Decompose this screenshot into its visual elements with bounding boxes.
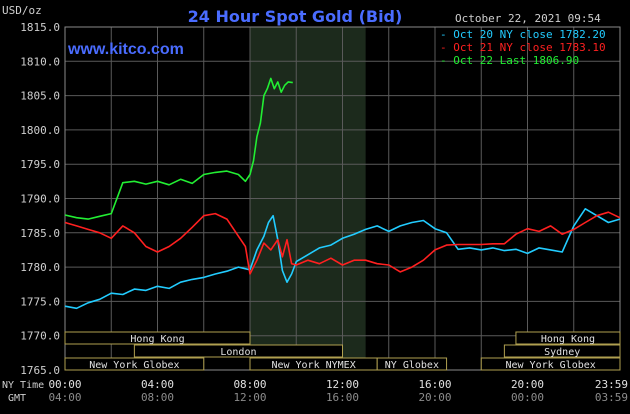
market-sessions-layer: Hong Kong London New York Globex New York N… xyxy=(64,331,621,371)
unit-label: USD/oz xyxy=(2,4,42,17)
chart-title: 24 Hour Spot Gold (Bid) xyxy=(188,7,403,26)
legend-entry: - Oct 22 Last 1806.90 xyxy=(440,54,579,67)
series-layer xyxy=(64,77,621,310)
y-tick-label: 1815.0 xyxy=(20,21,60,34)
x-tick-label-gmt: 04:00 xyxy=(48,391,81,404)
y-tick-label: 1795.0 xyxy=(20,158,60,171)
y-tick-labels: 1815.0 1810.0 1805.0 1800.0 1795.0 1790.0 1785… xyxy=(20,21,60,377)
grid-layer xyxy=(64,26,621,371)
y-tick-label: 1810.0 xyxy=(20,55,60,68)
x-tick-label-ny: 20:00 xyxy=(511,378,544,391)
market-session-label: London xyxy=(220,347,256,358)
legend: - Oct 20 NY close 1782.20- Oct 21 NY clo… xyxy=(440,28,606,67)
x-tick-label-ny: 00:00 xyxy=(48,378,81,391)
y-tick-label: 1780.0 xyxy=(20,261,60,274)
x-tick-label-ny: 08:00 xyxy=(233,378,266,391)
x-tick-label-ny: 16:00 xyxy=(418,378,451,391)
x-tick-label-gmt: 00:00 xyxy=(511,391,544,404)
timestamp: October 22, 2021 09:54 xyxy=(455,12,601,25)
y-tick-label: 1805.0 xyxy=(20,90,60,103)
market-session-label: Hong Kong xyxy=(130,334,184,345)
legend-entry: - Oct 21 NY close 1783.10 xyxy=(440,41,606,54)
market-session-box xyxy=(515,331,621,345)
market-session-box xyxy=(64,357,205,371)
x-tick-labels: 00:0004:0004:0008:0008:0012:0012:0016:00… xyxy=(48,378,628,404)
series-line-2 xyxy=(64,77,293,220)
market-session-label: Sydney xyxy=(544,347,580,358)
market-session-box xyxy=(133,344,343,358)
x-tick-label-ny: 04:00 xyxy=(141,378,174,391)
market-session-box xyxy=(64,331,251,345)
legend-entry: - Oct 20 NY close 1782.20 xyxy=(440,28,606,41)
x-tick-label-ny: 12:00 xyxy=(326,378,359,391)
x-tick-label-gmt: 16:00 xyxy=(326,391,359,404)
market-session-label: New York Globex xyxy=(505,360,595,371)
x-tick-label-ny: 23:59 xyxy=(595,378,628,391)
market-session-box xyxy=(480,357,621,371)
x-tick-label-gmt: 12:00 xyxy=(233,391,266,404)
market-session-label: New York NYMEX xyxy=(271,360,355,371)
market-session-label: Hong Kong xyxy=(541,334,595,345)
series-line-0 xyxy=(64,208,621,310)
site-label: www.kitco.com xyxy=(67,41,184,58)
y-tick-label: 1775.0 xyxy=(20,295,60,308)
market-session-box xyxy=(376,357,448,371)
y-tick-label: 1800.0 xyxy=(20,124,60,137)
x-tick-label-gmt: 08:00 xyxy=(141,391,174,404)
market-session-label: NY Globex xyxy=(385,360,439,371)
y-tick-label: 1770.0 xyxy=(20,330,60,343)
market-session-box xyxy=(503,344,621,358)
series-line-1 xyxy=(64,211,621,275)
x-label-ny: NY Time xyxy=(2,380,44,391)
y-tick-label: 1785.0 xyxy=(20,227,60,240)
x-label-gmt: GMT xyxy=(8,393,26,404)
x-tick-label-gmt: 03:59 xyxy=(595,391,628,404)
market-session-label: New York Globex xyxy=(89,360,179,371)
x-tick-label-gmt: 20:00 xyxy=(418,391,451,404)
y-tick-label: 1765.0 xyxy=(20,364,60,377)
y-tick-label: 1790.0 xyxy=(20,193,60,206)
